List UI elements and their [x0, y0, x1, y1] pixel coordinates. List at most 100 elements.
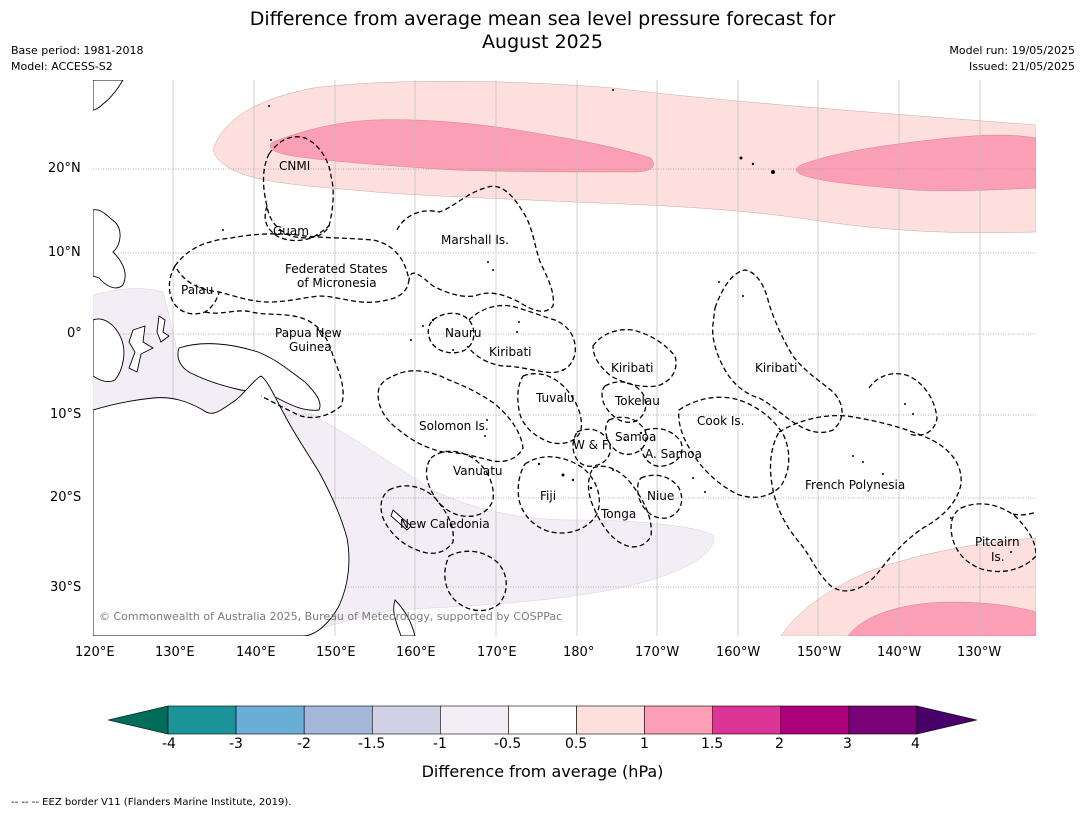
anomaly-north-pink-west: [270, 119, 654, 173]
latitude-gridlines: [93, 168, 1036, 588]
eez-marshall: [396, 185, 555, 312]
lat-tick-0: 0°: [67, 326, 82, 341]
map-title: Difference from average mean sea level p…: [0, 8, 1085, 54]
lon-tick-170w: 170°W: [635, 645, 680, 660]
eez-norfolk: [444, 550, 507, 612]
eez-kiribati-phoenix: [592, 328, 677, 388]
lon-tick-130w: 130°W: [957, 645, 1002, 660]
label-tonga: Tonga: [600, 507, 636, 521]
colorbar-label-9: 2: [775, 736, 784, 752]
colorbar-cells: [167, 705, 918, 735]
label-tuvalu: Tuvalu: [535, 391, 575, 405]
copyright-notice: © Commonwealth of Australia 2025, Bureau…: [99, 610, 562, 623]
eez-cook-islands: [678, 396, 790, 498]
label-fiji: Fiji: [540, 489, 556, 503]
eez-kiribati-line: [711, 269, 843, 434]
label-marshall-islands: Marshall Is.: [441, 233, 509, 247]
colorbar-cell: [576, 705, 645, 735]
lon-tick-160w: 160°W: [716, 645, 761, 660]
lon-tick-120e: 120°E: [75, 645, 115, 660]
title-line-1: Difference from average mean sea level p…: [249, 8, 836, 30]
map-panel: CNMI Guam Marshall Is. Federated States …: [93, 80, 1036, 636]
label-fsm-line1: Federated States: [285, 262, 387, 276]
colorbar-cell: [508, 705, 577, 735]
lon-tick-140w: 140°W: [877, 645, 922, 660]
eez-pitcairn: [950, 503, 1036, 573]
colorbar-cell: [440, 705, 509, 735]
label-png-line1: Papua New: [275, 326, 342, 340]
lat-tick-30s: 30°S: [50, 580, 82, 595]
new-zealand-coast: [393, 599, 416, 636]
lat-tick-10s: 10°S: [50, 407, 82, 422]
new-caledonia-coast: [390, 509, 412, 531]
title-line-2: August 2025: [482, 31, 603, 53]
colorbar-label-1: -3: [229, 736, 243, 752]
eez-solomon: [377, 370, 524, 463]
eez-tonga: [587, 465, 652, 548]
new-guinea-coast: [177, 343, 321, 411]
label-kiribati-west: Kiribati: [489, 345, 531, 359]
label-vanuatu: Vanuatu: [453, 464, 503, 478]
eez-fsm: [174, 233, 410, 303]
lat-tick-20s: 20°S: [50, 490, 82, 505]
colorbar-label-8: 1.5: [701, 736, 724, 752]
colorbar: [107, 705, 978, 735]
colorbar-label-5: -0.5: [494, 736, 522, 752]
model-name: Model: ACCESS-S2: [11, 60, 113, 73]
label-kiribati-central: Kiribati: [611, 361, 653, 375]
australia-coast: [93, 375, 350, 636]
colorbar-under-arrow: [107, 705, 169, 735]
label-new-caledonia: New Caledonia: [400, 517, 490, 531]
eez-palau: [168, 265, 220, 315]
base-period: Base period: 1981-2018: [11, 44, 144, 57]
anomaly-southeast-pink: [847, 601, 1036, 636]
lon-tick-130e: 130°E: [155, 645, 195, 660]
eez-tuvalu: [517, 373, 583, 445]
japan-coast: [93, 80, 124, 111]
eez-tokelau: [601, 381, 647, 423]
label-nauru: Nauru: [445, 326, 481, 340]
eez-footnote: -- -- -- EEZ border V11 (Flanders Marine…: [11, 797, 292, 808]
colorbar-label-4: -1: [433, 736, 447, 752]
label-tokelau: Tokelau: [614, 394, 660, 408]
eez-fiji: [517, 456, 600, 534]
colorbar-cell: [371, 705, 441, 735]
eez-french-polynesia-north: [868, 373, 938, 436]
lon-tick-180: 180°: [563, 645, 595, 660]
colorbar-label-0: -4: [162, 736, 176, 752]
eez-borders: [168, 136, 1036, 612]
lon-tick-140e: 140°E: [236, 645, 276, 660]
map-svg: CNMI Guam Marshall Is. Federated States …: [93, 80, 1036, 636]
model-run: Model run: 19/05/2025: [949, 44, 1075, 57]
colorbar-cell: [712, 705, 782, 735]
eez-niue: [637, 474, 683, 519]
lon-tick-170e: 170°E: [477, 645, 517, 660]
eez-american-samoa: [640, 427, 683, 467]
colorbar-cell: [235, 705, 305, 735]
label-cook-islands: Cook Is.: [697, 414, 744, 428]
eez-guam: [264, 205, 331, 242]
lon-tick-150e: 150°E: [316, 645, 356, 660]
eez-samoa: [605, 416, 647, 455]
label-kiribati-east: Kiribati: [755, 361, 797, 375]
label-french-polynesia: French Polynesia: [805, 478, 905, 492]
label-guam: Guam: [273, 224, 309, 238]
colorbar-label-11: 4: [911, 736, 920, 752]
eez-kiribati-gilbert: [466, 304, 576, 374]
eez-pitcairn-east: [1012, 511, 1036, 516]
colorbar-label-10: 3: [843, 736, 852, 752]
meta-right: Model run: 19/05/2025 Issued: 21/05/2025: [949, 43, 1075, 75]
label-cnmi: CNMI: [279, 159, 310, 173]
philippines-coast: [93, 209, 126, 289]
colorbar-cell: [644, 705, 714, 735]
label-samoa: Samoa: [615, 430, 656, 444]
eez-vanuatu: [425, 450, 494, 518]
anomaly-north-pink-east: [796, 134, 1036, 192]
label-fsm-line2: of Micronesia: [297, 276, 377, 290]
eez-png: [204, 310, 344, 419]
issued-date: Issued: 21/05/2025: [968, 60, 1075, 73]
borneo-coast: [93, 318, 125, 383]
longitude-gridlines: [172, 80, 981, 636]
colorbar-cell: [167, 705, 237, 735]
label-wallis-futuna: W & F: [573, 438, 609, 452]
